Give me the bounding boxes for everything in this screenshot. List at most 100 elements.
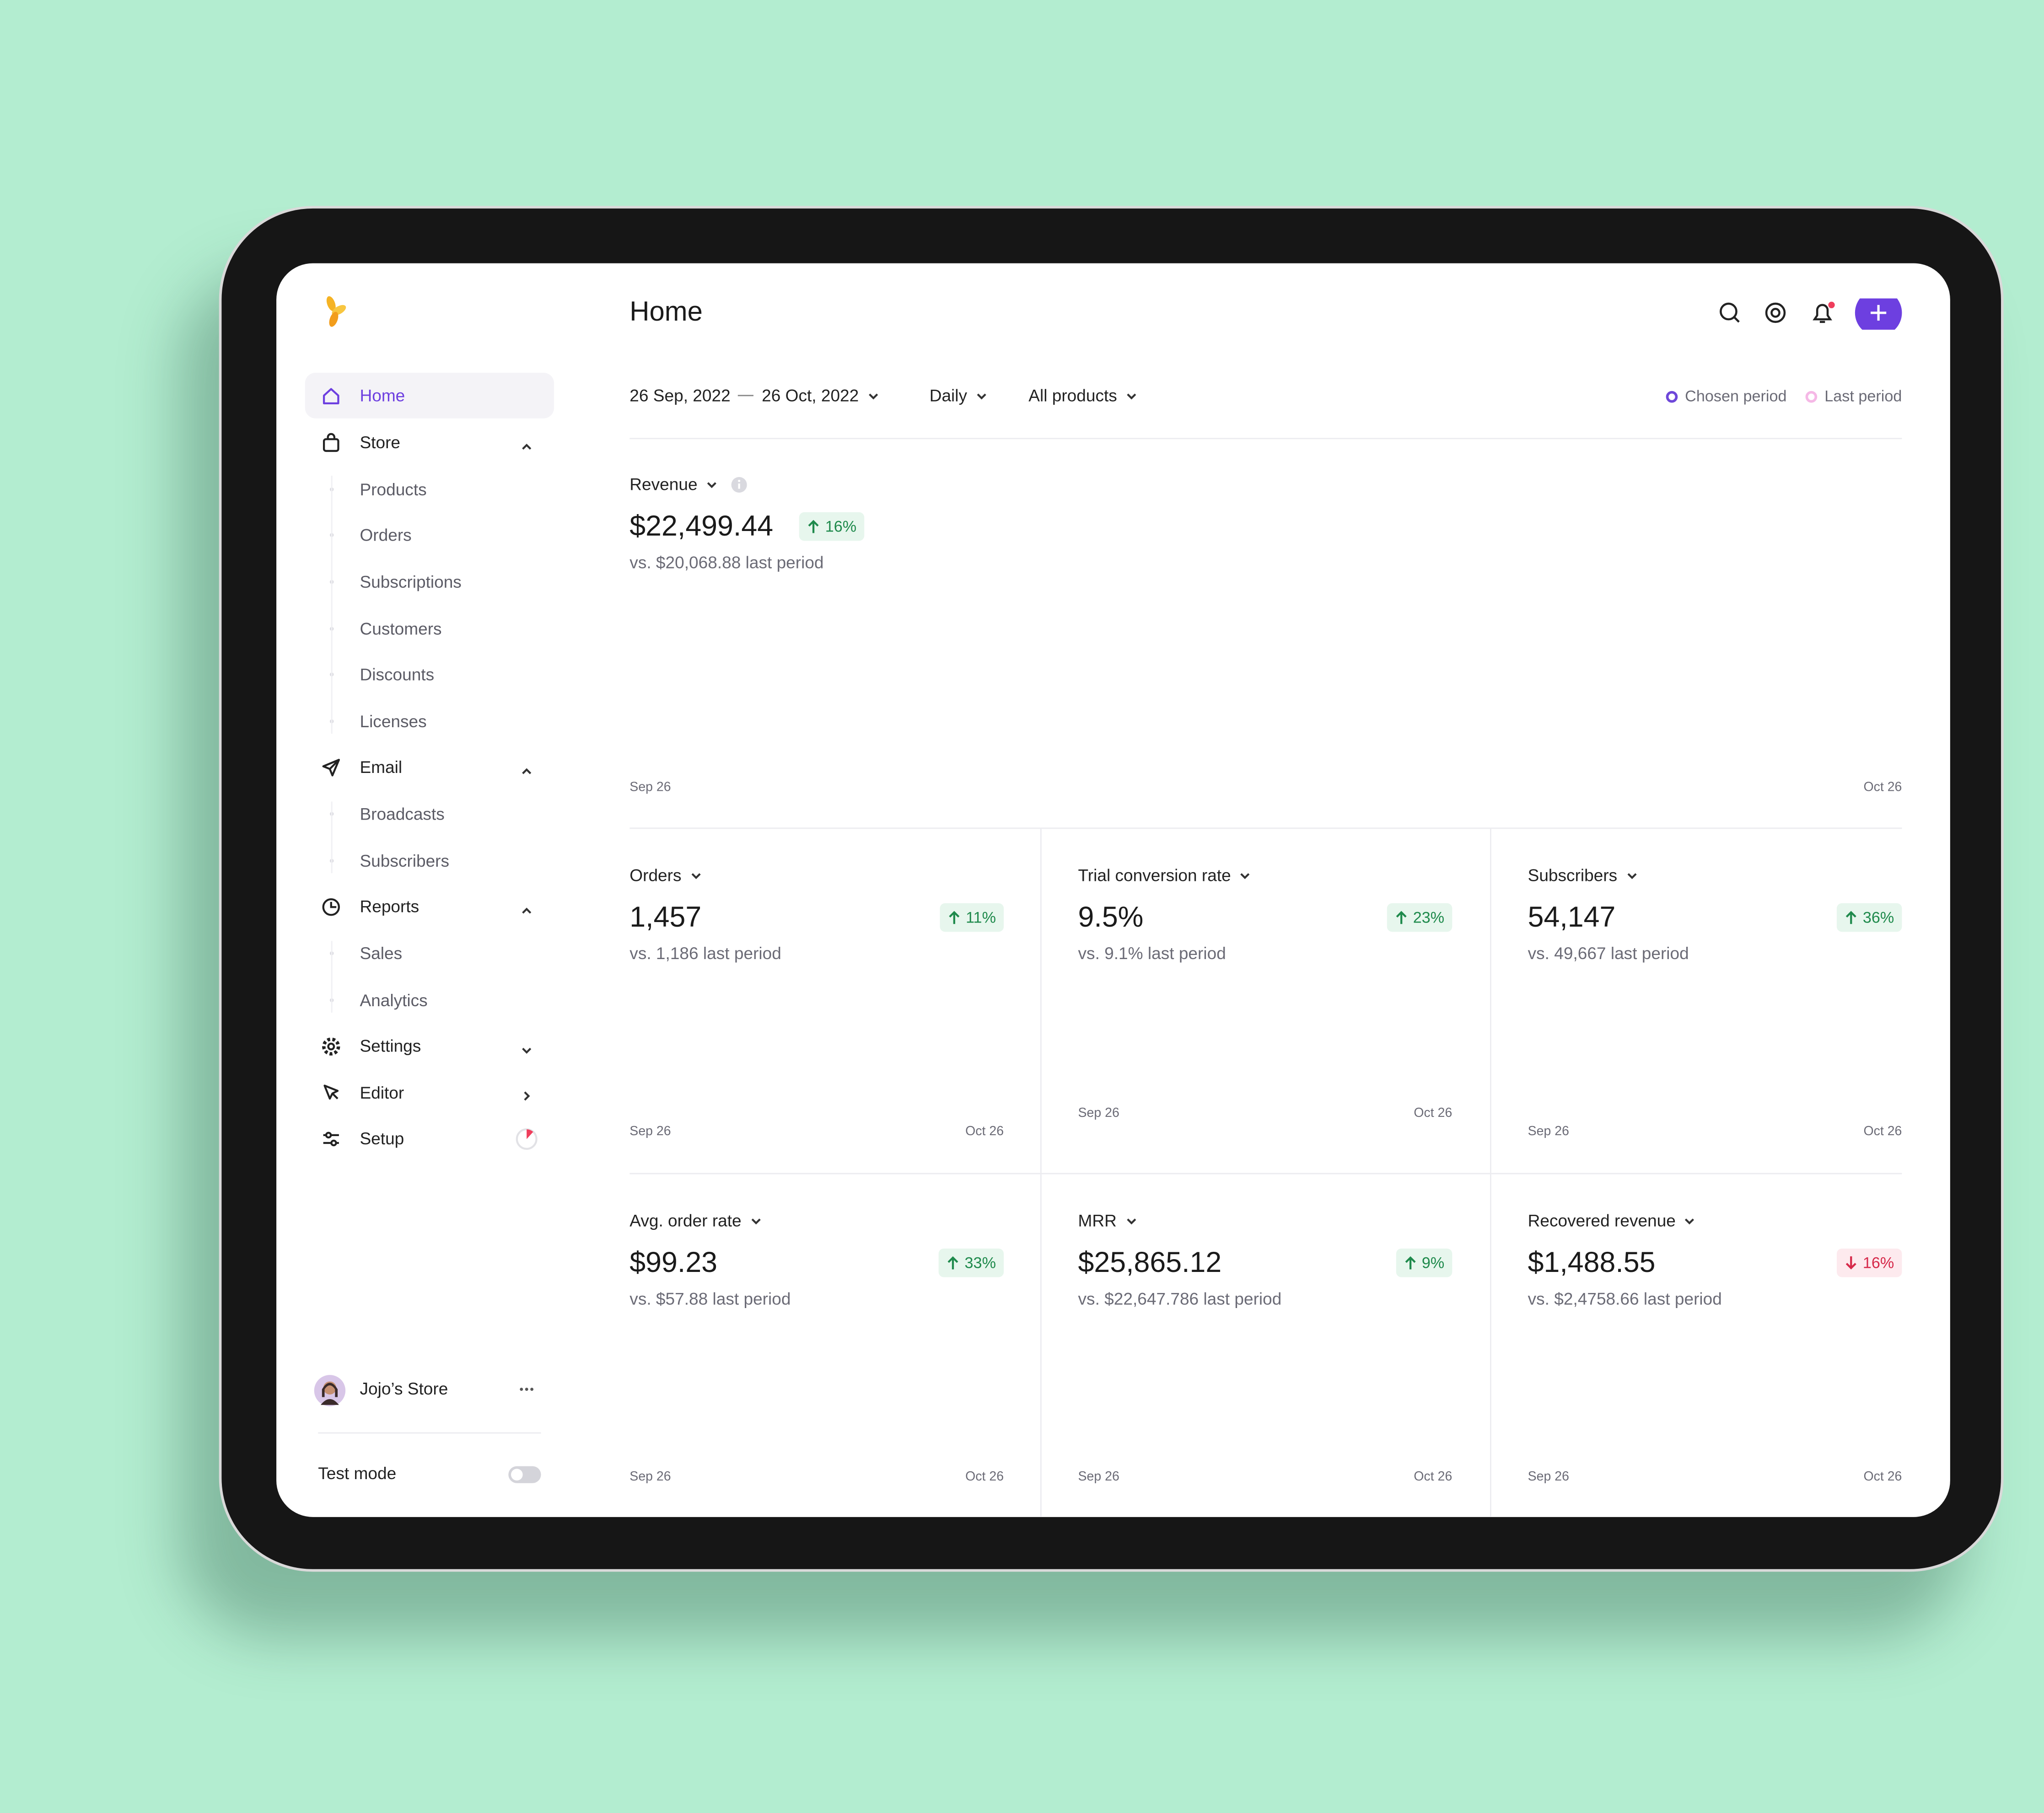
metric-comparison: vs. $22,647.786 last period [1078,1287,1282,1311]
test-mode: Test mode [318,1462,396,1486]
metric-comparison-text: vs. 9.1% last period [1078,944,1226,964]
metric-comparison: vs. 9.1% last period [1078,942,1226,966]
metric-title[interactable]: Orders [629,864,702,888]
date-range[interactable]: 26 Sep, 2022 26 Oct, 2022 [629,384,880,408]
store-name-text: Jojo’s Store [360,1379,448,1399]
metric-comparison-text: vs. $2,4758.66 last period [1528,1289,1722,1309]
metric-title[interactable]: Trial conversion rate [1078,864,1252,888]
metric-comparison-text: vs. 49,667 last period [1528,944,1689,964]
legend-marker [1665,390,1678,402]
x-tick-label-text: Sep 26 [629,780,671,794]
metric-title[interactable]: Recovered revenue [1528,1209,1697,1233]
nav-item-text: Store [360,433,401,453]
metric-comparison: vs. $57.88 last period [629,1287,791,1311]
nav-item-text: Settings [360,1036,421,1056]
date-range-text: 26 Oct, 2022 [762,386,859,406]
nav-item[interactable]: Reports [360,895,419,919]
nav-subitem-text: Subscriptions [360,572,462,592]
change-badge-text: 9% [1421,1254,1445,1272]
nav-subitem-text: Broadcasts [360,804,445,824]
metric-title[interactable]: MRR [1078,1209,1138,1233]
divider [629,438,1902,440]
nav-subitem[interactable]: Licenses [360,709,426,733]
x-tick-label-text: Oct 26 [965,1124,1004,1139]
x-tick-label-text: Sep 26 [629,1469,671,1484]
metric-value: $1,488.55 [1528,1243,1656,1283]
legend-marker [1805,390,1817,402]
metric-title[interactable]: Avg. order rate [629,1209,762,1233]
divider [629,1173,1902,1175]
chevron [520,436,533,450]
toggle[interactable] [508,1466,541,1483]
nav-item[interactable]: Editor [360,1081,404,1105]
nav-item[interactable]: Settings [360,1034,421,1058]
product-select[interactable]: All products [1028,384,1138,408]
metric-value: 9.5% [1078,897,1144,938]
nav-item[interactable]: Setup [360,1127,404,1151]
metric-title-text: MRR [1078,1211,1117,1231]
x-tick-label-text: Sep 26 [1078,1105,1119,1121]
x-tick-label: Oct 26 [965,1122,1004,1140]
x-tick-label: Sep 26 [1078,1104,1119,1122]
metric-value: $99.23 [629,1243,717,1283]
nav-subitem[interactable]: Broadcasts [360,802,444,826]
nav-subitem-text: Subscribers [360,850,450,870]
metric-title-text: Trial conversion rate [1078,866,1231,886]
x-tick-label: Sep 26 [629,1468,671,1486]
metric-comparison-text: vs. $57.88 last period [629,1289,791,1309]
metric-comparison-text: vs. 1,186 last period [629,944,781,964]
change-badge: 16% [1836,1248,1902,1277]
more-menu[interactable] [514,1381,540,1397]
metric-value: 1,457 [629,897,701,938]
change-badge: 9% [1395,1248,1452,1277]
nav-subitem-text: Discounts [360,665,435,685]
child-line [330,940,332,1013]
screen [276,263,1950,1517]
metric-title-text: Subscribers [1528,866,1618,886]
setup-progress [515,1127,538,1158]
x-tick-label-text: Oct 26 [965,1469,1004,1484]
nav-subitem-text: Licenses [360,711,427,731]
nav-subitem[interactable]: Customers [360,617,441,640]
change-badge-text: 16% [825,517,857,536]
nav-subitem[interactable]: Subscribers [360,848,449,872]
x-tick-label: Oct 26 [1863,1122,1902,1140]
page-title: Home [629,294,703,332]
active-nav-bg [305,372,554,418]
child-line [330,476,332,735]
chevron [520,1040,533,1054]
metric-value-text: $25,865.12 [1078,1246,1222,1279]
metric-comparison: vs. $2,4758.66 last period [1528,1287,1722,1311]
x-tick-label: Oct 26 [1863,778,1902,796]
nav-subitem[interactable]: Analytics [360,988,427,1012]
interval-select-text: Daily [929,386,968,406]
nav-subitem[interactable]: Discounts [360,663,434,687]
x-tick-label: Oct 26 [1414,1104,1452,1122]
divider [318,1432,541,1434]
nav-item-text: Setup [360,1129,404,1149]
metric-title[interactable]: Subscribers [1528,864,1638,888]
x-tick-label-text: Oct 26 [1863,780,1902,794]
metric-value-text: 9.5% [1078,900,1144,933]
chevron [520,1086,533,1101]
avatar[interactable] [313,1373,347,1407]
nav-subitem[interactable]: Orders [360,524,411,547]
nav-subitem[interactable]: Subscriptions [360,570,461,594]
x-tick-label-text: Sep 26 [1078,1469,1119,1484]
x-tick-label-text: Oct 26 [1414,1469,1452,1484]
nav-item[interactable]: Email [360,756,402,779]
nav-item-text: Reports [360,897,420,917]
nav-subitem[interactable]: Products [360,477,426,501]
metric-value-text: 54,147 [1528,900,1616,933]
x-tick-label: Sep 26 [1528,1468,1569,1486]
nav-item[interactable]: Home [360,384,405,408]
metric-comparison-text: vs. $20,068.88 last period [629,553,824,573]
nav-subitem[interactable]: Sales [360,941,402,965]
chevron [520,901,533,914]
page-title-text: Home [629,297,703,327]
interval-select[interactable]: Daily [930,384,988,408]
metric-title[interactable]: Revenue [629,473,747,497]
nav-item-text: Editor [360,1083,404,1103]
nav-subitem-text: Orders [360,526,412,546]
nav-item[interactable]: Store [360,431,400,455]
